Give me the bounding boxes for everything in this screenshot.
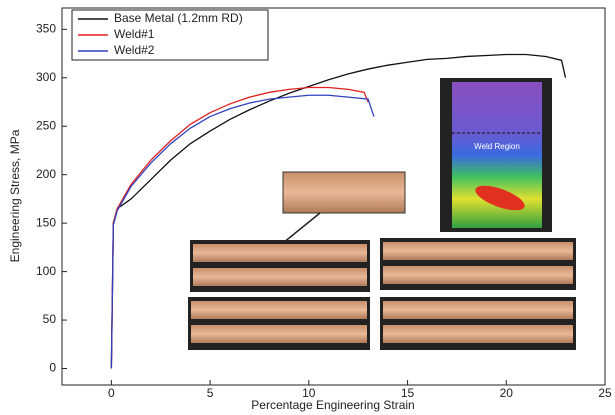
x-axis-label: Percentage Engineering Strain xyxy=(251,398,414,412)
legend-label: Base Metal (1.2mm RD) xyxy=(114,11,243,25)
specimen xyxy=(191,301,367,319)
annotation: Weld Region xyxy=(474,142,520,151)
x-tick-label: 25 xyxy=(598,386,612,400)
chart: Percentage Engineering Strain Engineerin… xyxy=(0,0,615,415)
y-tick-label: 300 xyxy=(36,70,56,84)
y-tick-label: 0 xyxy=(49,361,56,375)
legend-label: Weld#1 xyxy=(114,27,155,41)
x-tick-label: 20 xyxy=(500,386,514,400)
insets xyxy=(188,78,576,350)
specimen xyxy=(383,325,573,343)
y-tick-label: 200 xyxy=(36,167,56,181)
x-tick-label: 0 xyxy=(108,386,115,400)
y-tick-label: 150 xyxy=(36,215,56,229)
y-tick-label: 350 xyxy=(36,21,56,35)
x-tick-label: 10 xyxy=(302,386,316,400)
specimen xyxy=(191,325,367,343)
y-tick-label: 100 xyxy=(36,264,56,278)
specimen xyxy=(383,266,573,284)
y-tick-label: 250 xyxy=(36,118,56,132)
cross-section-photo xyxy=(283,172,405,213)
specimen xyxy=(383,242,573,260)
x-tick-label: 5 xyxy=(207,386,214,400)
x-tick-label: 15 xyxy=(401,386,415,400)
legend-label: Weld#2 xyxy=(114,43,155,57)
specimen xyxy=(383,301,573,319)
specimen xyxy=(193,268,367,286)
y-axis-label: Engineering Stress, MPa xyxy=(8,129,22,262)
y-tick-label: 50 xyxy=(43,312,57,326)
specimen xyxy=(193,244,367,262)
